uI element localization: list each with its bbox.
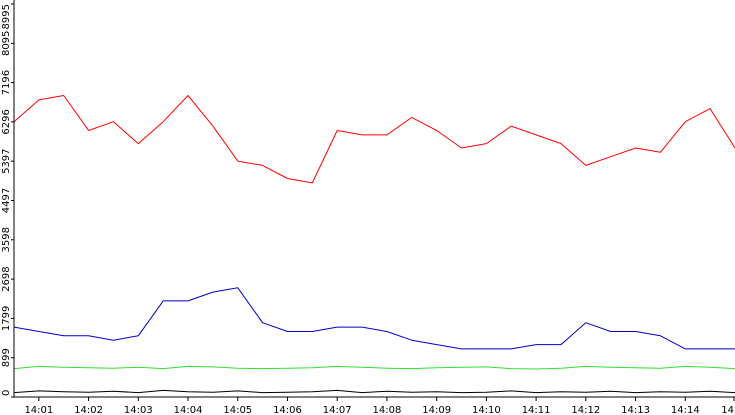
x-tick-label: 14:08 — [373, 405, 402, 415]
y-tick-label: 1799 — [1, 306, 12, 331]
y-tick-label: 3598 — [1, 227, 12, 252]
x-tick-label: 14:02 — [74, 405, 103, 415]
x-tick-label: 14:13 — [621, 405, 650, 415]
y-tick-label: 2698 — [1, 266, 12, 291]
y-tick-label: 899 — [1, 348, 12, 367]
x-tick-label: 14:04 — [174, 405, 203, 415]
x-tick-label: 14:03 — [124, 405, 153, 415]
y-tick-label: 8995 — [1, 4, 12, 29]
y-tick-label: 5397 — [1, 148, 12, 173]
y-tick-label: 6296 — [1, 109, 12, 134]
x-tick-label: 14:09 — [422, 405, 451, 415]
y-tick-label: 4497 — [1, 188, 12, 213]
series-line-2 — [13, 365, 735, 370]
x-tick-label: 14:14 — [671, 405, 700, 415]
x-tick-label: 14:05 — [223, 405, 252, 415]
x-tick-label: 14:11 — [522, 405, 551, 415]
x-axis-ticks: 14:01 14:02 14:03 14:04 14:05 14:06 14:07 14:08… — [24, 397, 735, 415]
x-tick-label: 14:01 — [24, 405, 53, 415]
x-tick-label: 14:06 — [273, 405, 302, 415]
x-tick-label: 14:10 — [472, 405, 501, 415]
y-tick-label: 7196 — [1, 70, 12, 95]
x-tick-label: 14 — [721, 405, 734, 415]
series-line-1 — [13, 287, 735, 350]
y-tick-label: 8095 — [1, 31, 12, 56]
x-tick-label: 14:12 — [571, 405, 600, 415]
series-layer — [13, 95, 735, 394]
series-line-0 — [13, 95, 735, 184]
series-line-3 — [13, 389, 735, 394]
x-tick-label: 14:07 — [323, 405, 352, 415]
y-tick-label: 0 — [1, 390, 12, 396]
y-axis-ticks: 0 899 1799 2698 3598 4497 5397 6296 7196 8095 8995 — [1, 3, 14, 398]
